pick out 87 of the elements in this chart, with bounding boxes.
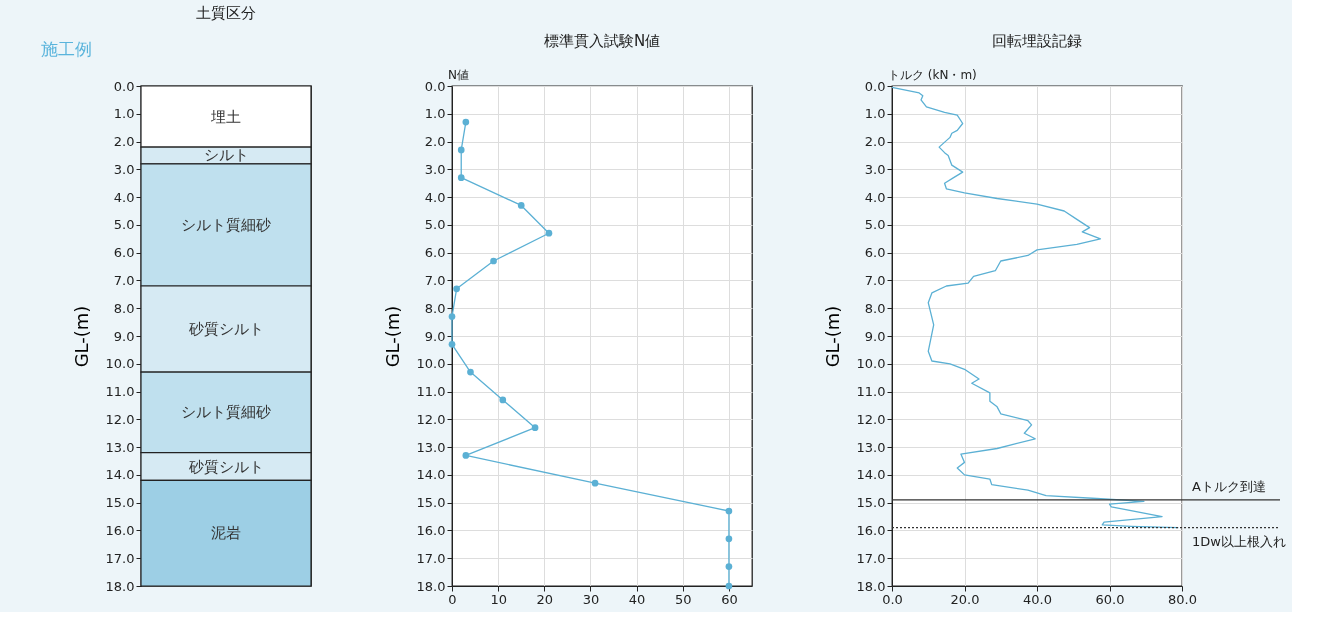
y-tick-label: 3.0 [864,161,886,177]
chart-title: 土質区分 [196,4,256,22]
y-tick-label: 7.0 [113,272,135,288]
chart-title: 標準貫入試験N値 [543,32,661,50]
x-tick-label: 80.0 [1168,591,1197,607]
y-tick-label: 16.0 [416,522,446,538]
y-tick-label: 10.0 [105,356,135,372]
y-tick-label: 13.0 [105,439,135,455]
y-tick-label: 3.0 [113,161,135,177]
y-tick-label: 5.0 [424,217,446,233]
y-tick-label: 1.0 [113,106,135,122]
x-tick-label: 30 [582,591,600,607]
y-tick-label: 12.0 [416,411,446,427]
ref-line-label: Aトルク到達 [1192,478,1266,494]
y-tick-label: 6.0 [864,245,886,261]
x-tick-label: 0 [448,591,457,607]
y-tick-label: 9.0 [113,328,135,344]
y-tick-label: 13.0 [856,439,886,455]
x-tick-label: 20.0 [950,591,980,607]
y-tick-label: 11.0 [105,384,135,400]
y-tick-label: 7.0 [424,272,446,288]
y-tick-label: 1.0 [864,106,886,122]
y-tick-label: 5.0 [864,217,886,233]
y-tick-label: 11.0 [416,384,446,400]
series-label: 砂質シルト [187,320,264,339]
y-tick-label: 2.0 [424,134,446,150]
ref-line-label: 1Dw以上根入れ [1192,533,1286,549]
y-tick-label: 14.0 [856,467,886,483]
y-tick-label: 14.0 [105,467,135,483]
y-tick-label: 2.0 [864,134,886,150]
x-tick-label: 0.0 [882,591,903,607]
y-tick-label: 10.0 [416,356,446,372]
y-tick-label: 4.0 [864,189,886,205]
y-tick-label: 16.0 [856,522,886,538]
y-tick-label: 2.0 [113,134,135,150]
y-tick-label: 16.0 [105,522,135,538]
chart-title: 回転埋設記録 [992,32,1082,50]
y-tick-label: 14.0 [416,467,446,483]
y-tick-label: 13.0 [416,439,446,455]
x-tick-label: 60 [721,591,738,607]
text: 施工例 [41,39,92,59]
y-tick-label: 8.0 [113,300,135,316]
series-label: シルト質細砂 [181,215,271,234]
series-label: 埋土 [210,107,241,126]
y-tick-label: 9.0 [424,328,446,344]
y-tick-label: 0.0 [424,78,446,94]
y-tick-label: 15.0 [416,495,446,511]
x-tick-label: 40.0 [1023,591,1052,607]
y-tick-label: 12.0 [856,411,886,427]
y-tick-label: 8.0 [424,300,446,316]
x-tick-label: 20 [536,591,554,607]
series-label: 砂質シルト [187,457,264,476]
y-tick-label: 8.0 [864,300,886,316]
x-tick-label: 10 [490,591,507,607]
y-tick-label: 6.0 [424,245,446,261]
y-tick-label: 17.0 [105,550,135,566]
y-tick-label: 18.0 [416,578,446,594]
y-tick-label: 0.0 [113,78,135,94]
y-axis-title: GL-(m) [381,305,403,368]
y-tick-label: 15.0 [856,495,886,511]
y-tick-label: 10.0 [856,356,886,372]
x-axis-title: N値 [448,68,469,82]
series-label: 泥岩 [211,524,241,543]
y-tick-label: 9.0 [864,328,886,344]
y-tick-label: 17.0 [856,550,886,566]
y-axis-title: GL-(m) [70,305,92,368]
x-tick-label: 50 [675,591,692,607]
y-tick-label: 0.0 [864,78,886,94]
series-label: シルト [203,146,249,165]
x-tick-label: 40 [628,591,646,607]
y-tick-label: 3.0 [424,161,446,177]
y-tick-label: 7.0 [864,272,886,288]
y-tick-label: 1.0 [424,106,446,122]
y-tick-label: 5.0 [113,217,135,233]
x-tick-label: 60.0 [1095,591,1125,607]
y-tick-label: 6.0 [113,245,135,261]
y-axis-title: GL-(m) [821,305,843,368]
y-tick-label: 17.0 [416,550,446,566]
y-tick-label: 18.0 [105,578,135,594]
y-tick-label: 18.0 [856,578,886,594]
x-axis-title: トルク (kN・m) [888,68,977,82]
y-tick-label: 15.0 [105,495,135,511]
y-tick-label: 4.0 [424,189,446,205]
y-tick-label: 12.0 [105,411,135,427]
series-label: シルト質細砂 [181,403,271,422]
y-tick-label: 4.0 [113,189,135,205]
y-tick-label: 11.0 [856,384,886,400]
